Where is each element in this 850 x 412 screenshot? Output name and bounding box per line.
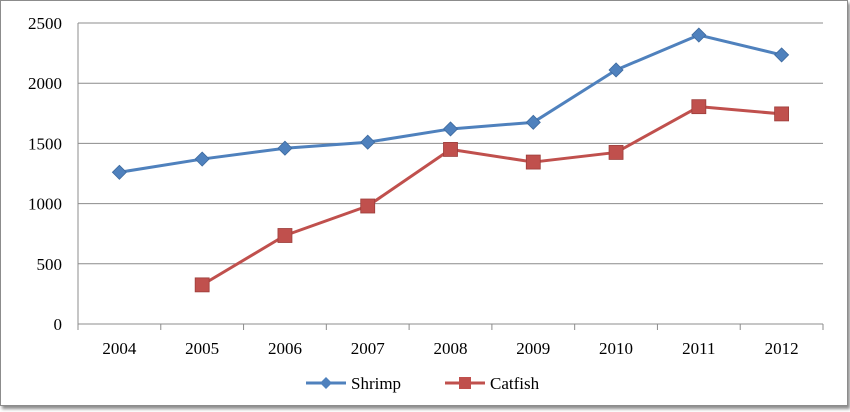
catfish-point-2006 (277, 228, 293, 243)
catfish-point-2009 (525, 154, 541, 170)
legend-catfish-marker (459, 377, 471, 389)
legend-catfish-label: Catfish (490, 374, 540, 393)
y-tick-label: 2500 (28, 14, 62, 33)
x-tick-label: 2011 (682, 339, 715, 358)
x-tick-label: 2005 (185, 339, 219, 358)
gridlines (78, 22, 823, 325)
series-catfish (194, 99, 790, 293)
catfish-point-2012 (774, 106, 790, 122)
catfish-line (201, 105, 782, 287)
y-tick-label: 500 (37, 255, 63, 274)
x-tick-label: 2008 (434, 339, 468, 358)
x-tick-label: 2012 (765, 339, 799, 358)
catfish-point-2010 (608, 145, 624, 160)
y-tick-label: 1500 (28, 134, 62, 153)
x-tick-label: 2007 (351, 339, 386, 358)
y-tick-label: 0 (54, 315, 63, 334)
y-tick-label: 1000 (28, 195, 62, 214)
series-layer (111, 27, 790, 293)
catfish-point-2008 (443, 142, 458, 157)
shrimp-point-2007 (360, 134, 376, 150)
x-tick-label: 2010 (599, 339, 633, 358)
shrimp-point-2006 (277, 140, 293, 156)
x-tick-label: 2006 (268, 339, 302, 358)
legend-item-shrimp: Shrimp (306, 374, 401, 393)
catfish-point-2007 (360, 198, 376, 214)
x-tick-label: 2004 (102, 339, 137, 358)
shrimp-point-2008 (442, 121, 459, 137)
x-tick-label: 2009 (516, 339, 550, 358)
y-tick-label: 2000 (28, 74, 62, 93)
shrimp-point-2012 (774, 47, 790, 63)
series-shrimp (111, 27, 790, 180)
shrimp-point-2009 (525, 114, 541, 130)
shrimp-point-2011 (691, 27, 707, 43)
legend-shrimp-label: Shrimp (351, 374, 401, 393)
x-axis: 2004 2005 2006 2007 2008 2009 2010 2011 2012 (77, 324, 824, 358)
catfish-point-2011 (691, 99, 707, 115)
shrimp-point-2004 (111, 164, 127, 180)
shrimp-point-2005 (194, 151, 210, 167)
catfish-point-2005 (194, 277, 210, 293)
shrimp-point-2010 (608, 62, 624, 78)
legend-shrimp-marker (320, 377, 332, 389)
y-axis: 0 500 1000 1500 2000 2500 (28, 14, 79, 334)
legend-item-catfish: Catfish (445, 374, 540, 393)
legend: Shrimp Catfish (306, 374, 540, 393)
